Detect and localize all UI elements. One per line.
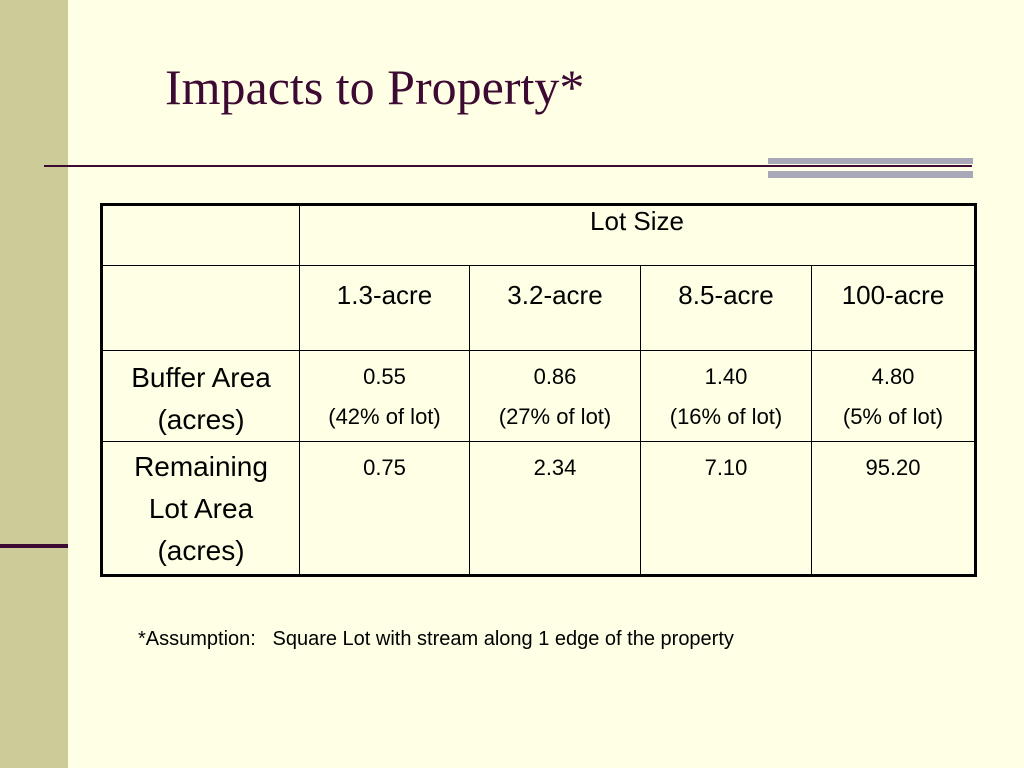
row-label-cell: Remaining Lot Area (acres) xyxy=(101,441,300,576)
title-divider-line xyxy=(44,165,972,167)
assumption-footnote: *Assumption: Square Lot with stream alon… xyxy=(138,628,734,650)
column-header-cell: 3.2-acre xyxy=(469,265,641,351)
cell-value: 7.10 xyxy=(704,455,748,480)
property-impacts-table: Lot Size 1.3-acre 3.2-acre 8.5-acre 100-… xyxy=(100,203,978,577)
lot-size-header: Lot Size xyxy=(590,206,684,236)
table-cell: 1.40 (16% of lot) xyxy=(640,350,812,442)
table-header-row-columns: 1.3-acre 3.2-acre 8.5-acre 100-acre xyxy=(101,265,977,351)
table-cell: 95.20 xyxy=(810,441,977,576)
row-label-line: Buffer Area xyxy=(131,362,271,393)
column-header: 8.5-acre xyxy=(678,280,774,310)
cell-value: 0.86 xyxy=(533,364,577,389)
left-band-accent-bar xyxy=(0,544,68,548)
row-label-line: (acres) xyxy=(157,404,245,435)
row-label-cell: Buffer Area (acres) xyxy=(101,350,300,442)
cell-value: 2.34 xyxy=(533,455,577,480)
table-row-remaining-lot-area: Remaining Lot Area (acres) 0.75 2.34 7.1… xyxy=(101,441,977,576)
slide-title: Impacts to Property* xyxy=(165,59,585,115)
divider-accent-bar-bottom xyxy=(768,171,973,178)
column-header: 3.2-acre xyxy=(507,280,603,310)
left-decorative-band xyxy=(0,0,68,768)
column-header-cell: 1.3-acre xyxy=(299,265,470,351)
table-cell: 0.55 (42% of lot) xyxy=(299,350,470,442)
table-header-row-group: Lot Size xyxy=(101,204,977,266)
row-label-line: Remaining xyxy=(134,451,268,482)
row-label-line: Lot Area xyxy=(148,493,254,524)
column-header: 100-acre xyxy=(841,280,945,310)
cell-value: 0.75 xyxy=(363,455,406,480)
table-corner-cell xyxy=(101,204,300,266)
cell-value: 0.55 xyxy=(363,364,406,389)
column-header-cell: 100-acre xyxy=(810,265,977,351)
table-cell: 2.34 xyxy=(469,441,641,576)
row-label: Remaining Lot Area (acres) xyxy=(103,442,299,572)
row-label: Buffer Area (acres) xyxy=(103,351,299,441)
divider-accent-bar-top xyxy=(768,158,973,164)
cell-percent: (16% of lot) xyxy=(669,403,783,429)
lot-size-header-cell: Lot Size xyxy=(298,204,977,266)
cell-value: 95.20 xyxy=(865,455,921,480)
table-cell: 0.75 xyxy=(299,441,470,576)
row-label-line: (acres) xyxy=(157,535,245,566)
table-cell: 7.10 xyxy=(640,441,812,576)
table-cell: 0.86 (27% of lot) xyxy=(469,350,641,442)
table-row-buffer-area: Buffer Area (acres) 0.55 (42% of lot) 0.… xyxy=(101,350,977,442)
column-header: 1.3-acre xyxy=(336,280,433,310)
cell-value: 4.80 xyxy=(871,364,915,389)
cell-value: 1.40 xyxy=(704,364,748,389)
cell-percent: (5% of lot) xyxy=(842,403,944,429)
table-empty-label-cell xyxy=(101,265,300,351)
column-header-cell: 8.5-acre xyxy=(640,265,812,351)
table-cell: 4.80 (5% of lot) xyxy=(810,350,977,442)
cell-percent: (42% of lot) xyxy=(328,403,441,429)
cell-percent: (27% of lot) xyxy=(498,403,612,429)
